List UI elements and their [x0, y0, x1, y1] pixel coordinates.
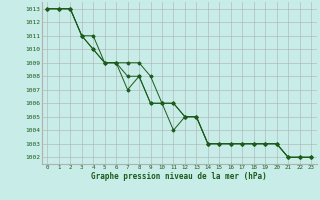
X-axis label: Graphe pression niveau de la mer (hPa): Graphe pression niveau de la mer (hPa)	[91, 172, 267, 181]
